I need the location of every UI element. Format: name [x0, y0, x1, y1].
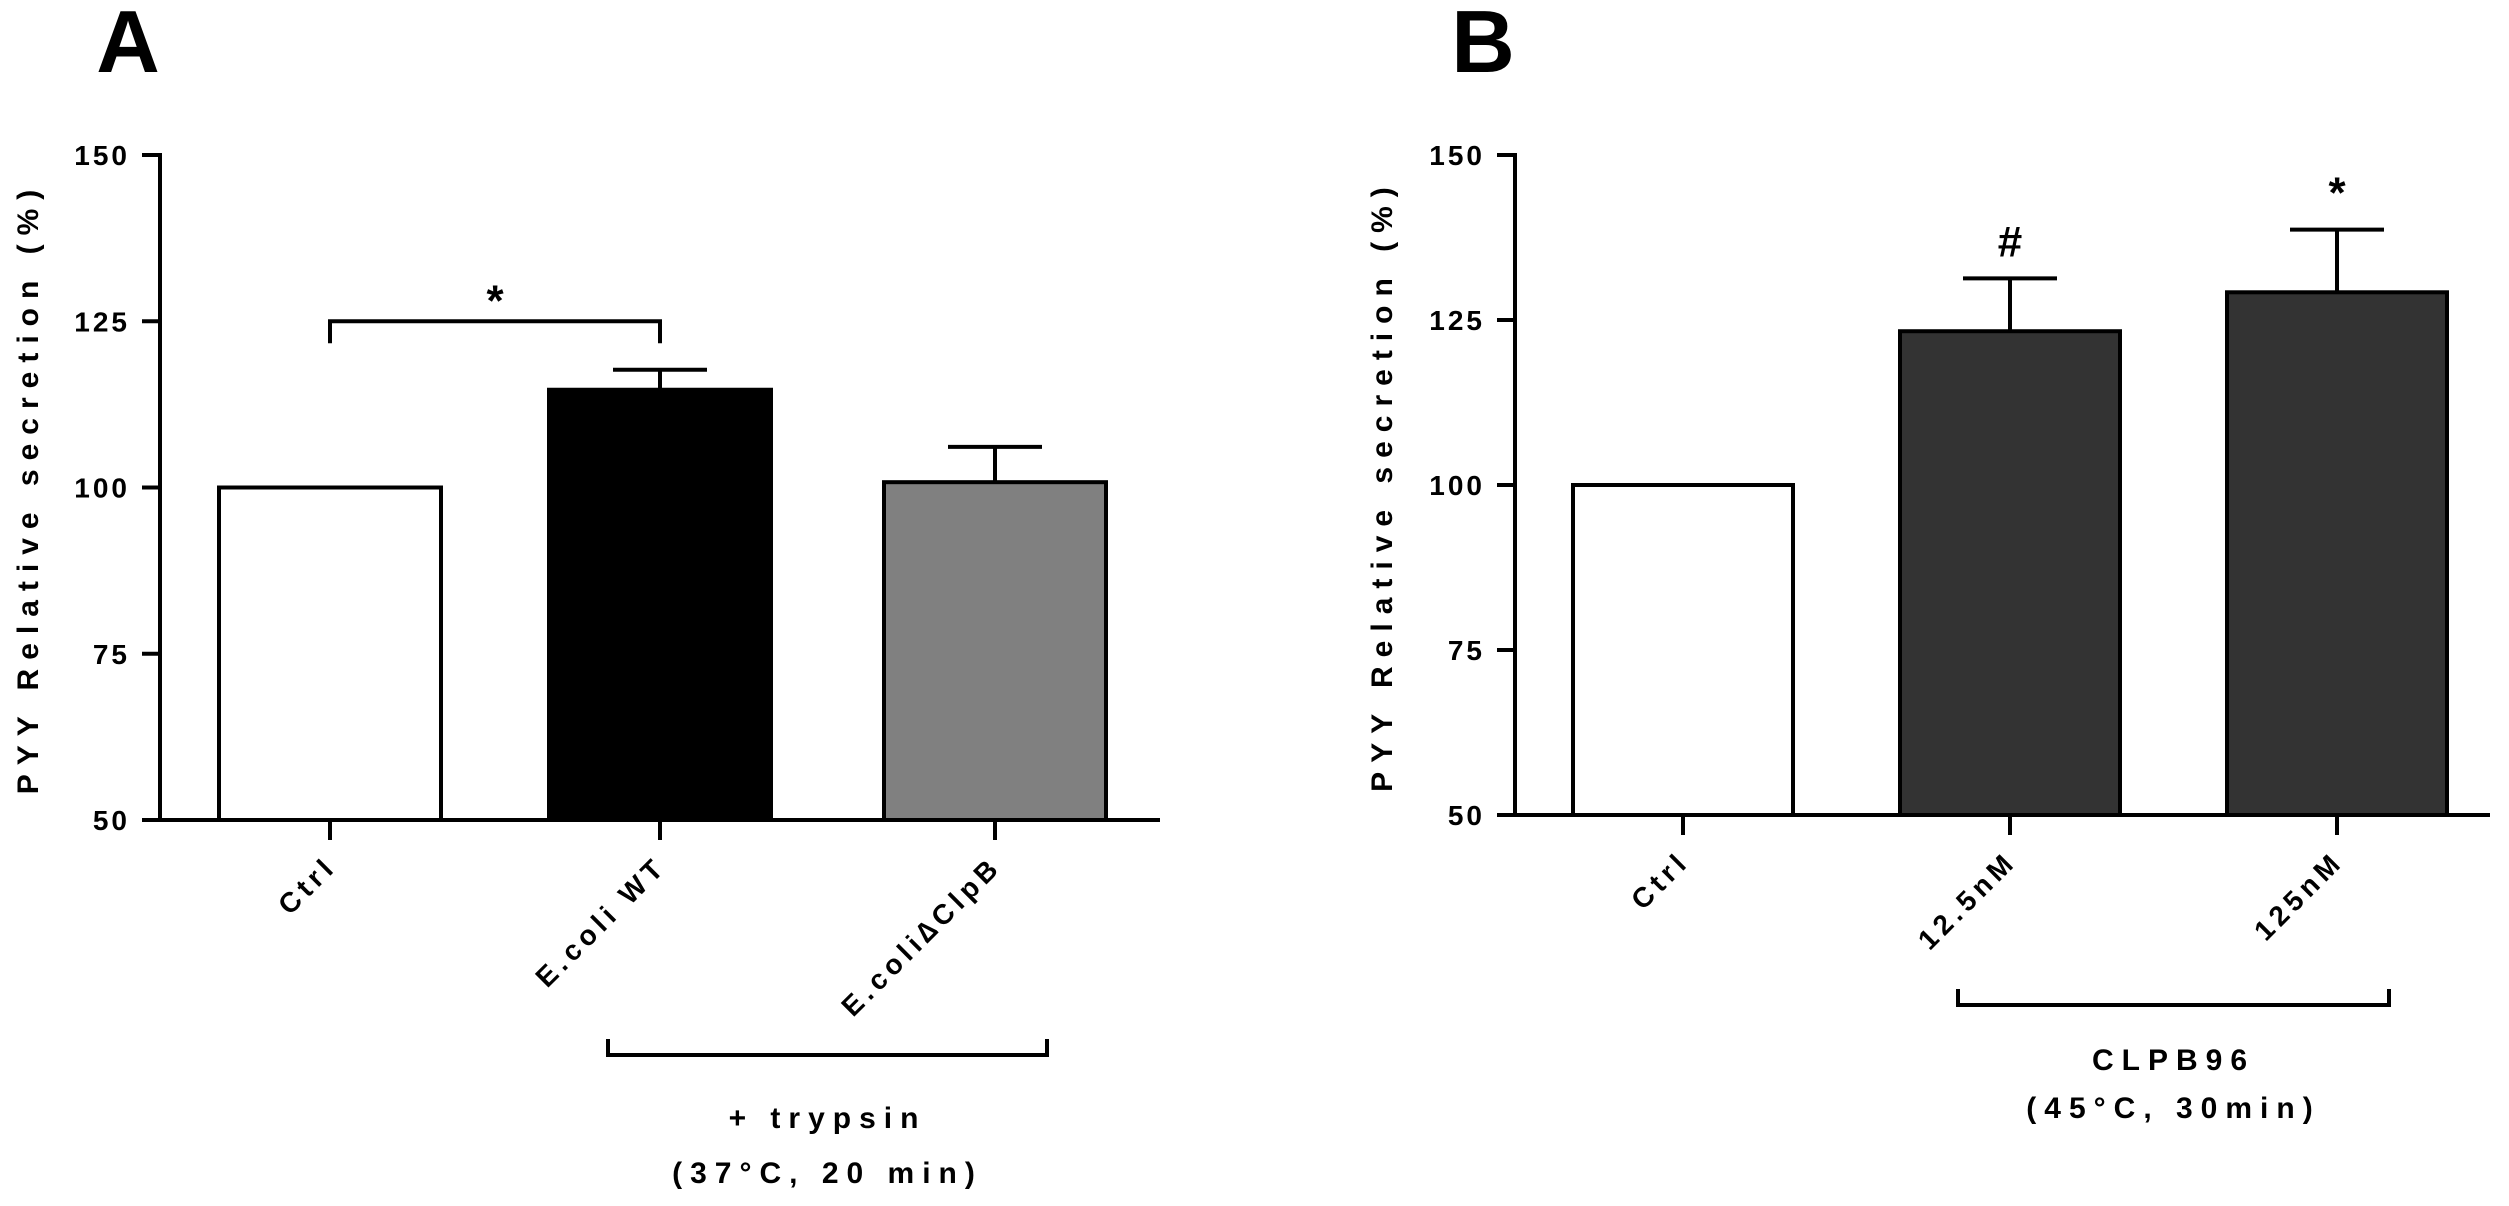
group-bracket	[606, 1039, 1049, 1057]
group-label: (37°C, 20 min)	[672, 1157, 983, 1190]
x-tick-label: E.coli∆ClpB	[835, 850, 1007, 1022]
y-tick-label: 100	[1429, 470, 1485, 501]
bar	[547, 387, 773, 822]
significance-label: *	[2328, 169, 2346, 218]
bar	[882, 480, 1108, 822]
group-label: (45°C, 30min)	[2026, 1092, 2320, 1125]
bar	[1898, 329, 2122, 817]
y-axis-title: PYY Relative secretion (%)	[12, 181, 45, 795]
significance-bracket	[328, 319, 662, 344]
y-axis-title: PYY Relative secretion (%)	[1366, 178, 1399, 792]
significance-label: *	[486, 276, 504, 325]
group-label: CLPB96	[2092, 1044, 2255, 1077]
y-tick-label: 100	[74, 473, 130, 504]
y-tick-label: 50	[1448, 800, 1485, 831]
bar	[217, 485, 443, 822]
y-tick-label: 125	[74, 306, 130, 337]
x-tick-label: E.coli WT	[529, 850, 672, 993]
bar	[1571, 483, 1795, 817]
x-tick-label: Ctrl	[1625, 845, 1695, 915]
y-tick-label: 150	[74, 140, 130, 171]
panel-label: B	[1451, 0, 1515, 91]
y-tick-label: 150	[1429, 140, 1485, 171]
group-label: + trypsin	[729, 1102, 927, 1135]
group-bracket	[1956, 989, 2391, 1007]
y-tick-label: 75	[1448, 635, 1485, 666]
panel-label: A	[96, 0, 160, 91]
x-tick-label: 12.5nM	[1912, 845, 2022, 955]
y-tick-label: 125	[1429, 305, 1485, 336]
bar	[2225, 290, 2449, 817]
panel-a: A 50 75 100 125 150 PYY Relative secretion (%)…	[12, 0, 1160, 1190]
x-tick-label: Ctrl	[272, 850, 342, 920]
y-tick-label: 75	[93, 639, 130, 670]
panel-b: B 50 75 100 125 150 PYY Relative secretion (%)…	[1366, 0, 2490, 1125]
significance-label: #	[1998, 217, 2022, 266]
y-tick-label: 50	[93, 805, 130, 836]
x-tick-label: 125nM	[2248, 845, 2349, 946]
